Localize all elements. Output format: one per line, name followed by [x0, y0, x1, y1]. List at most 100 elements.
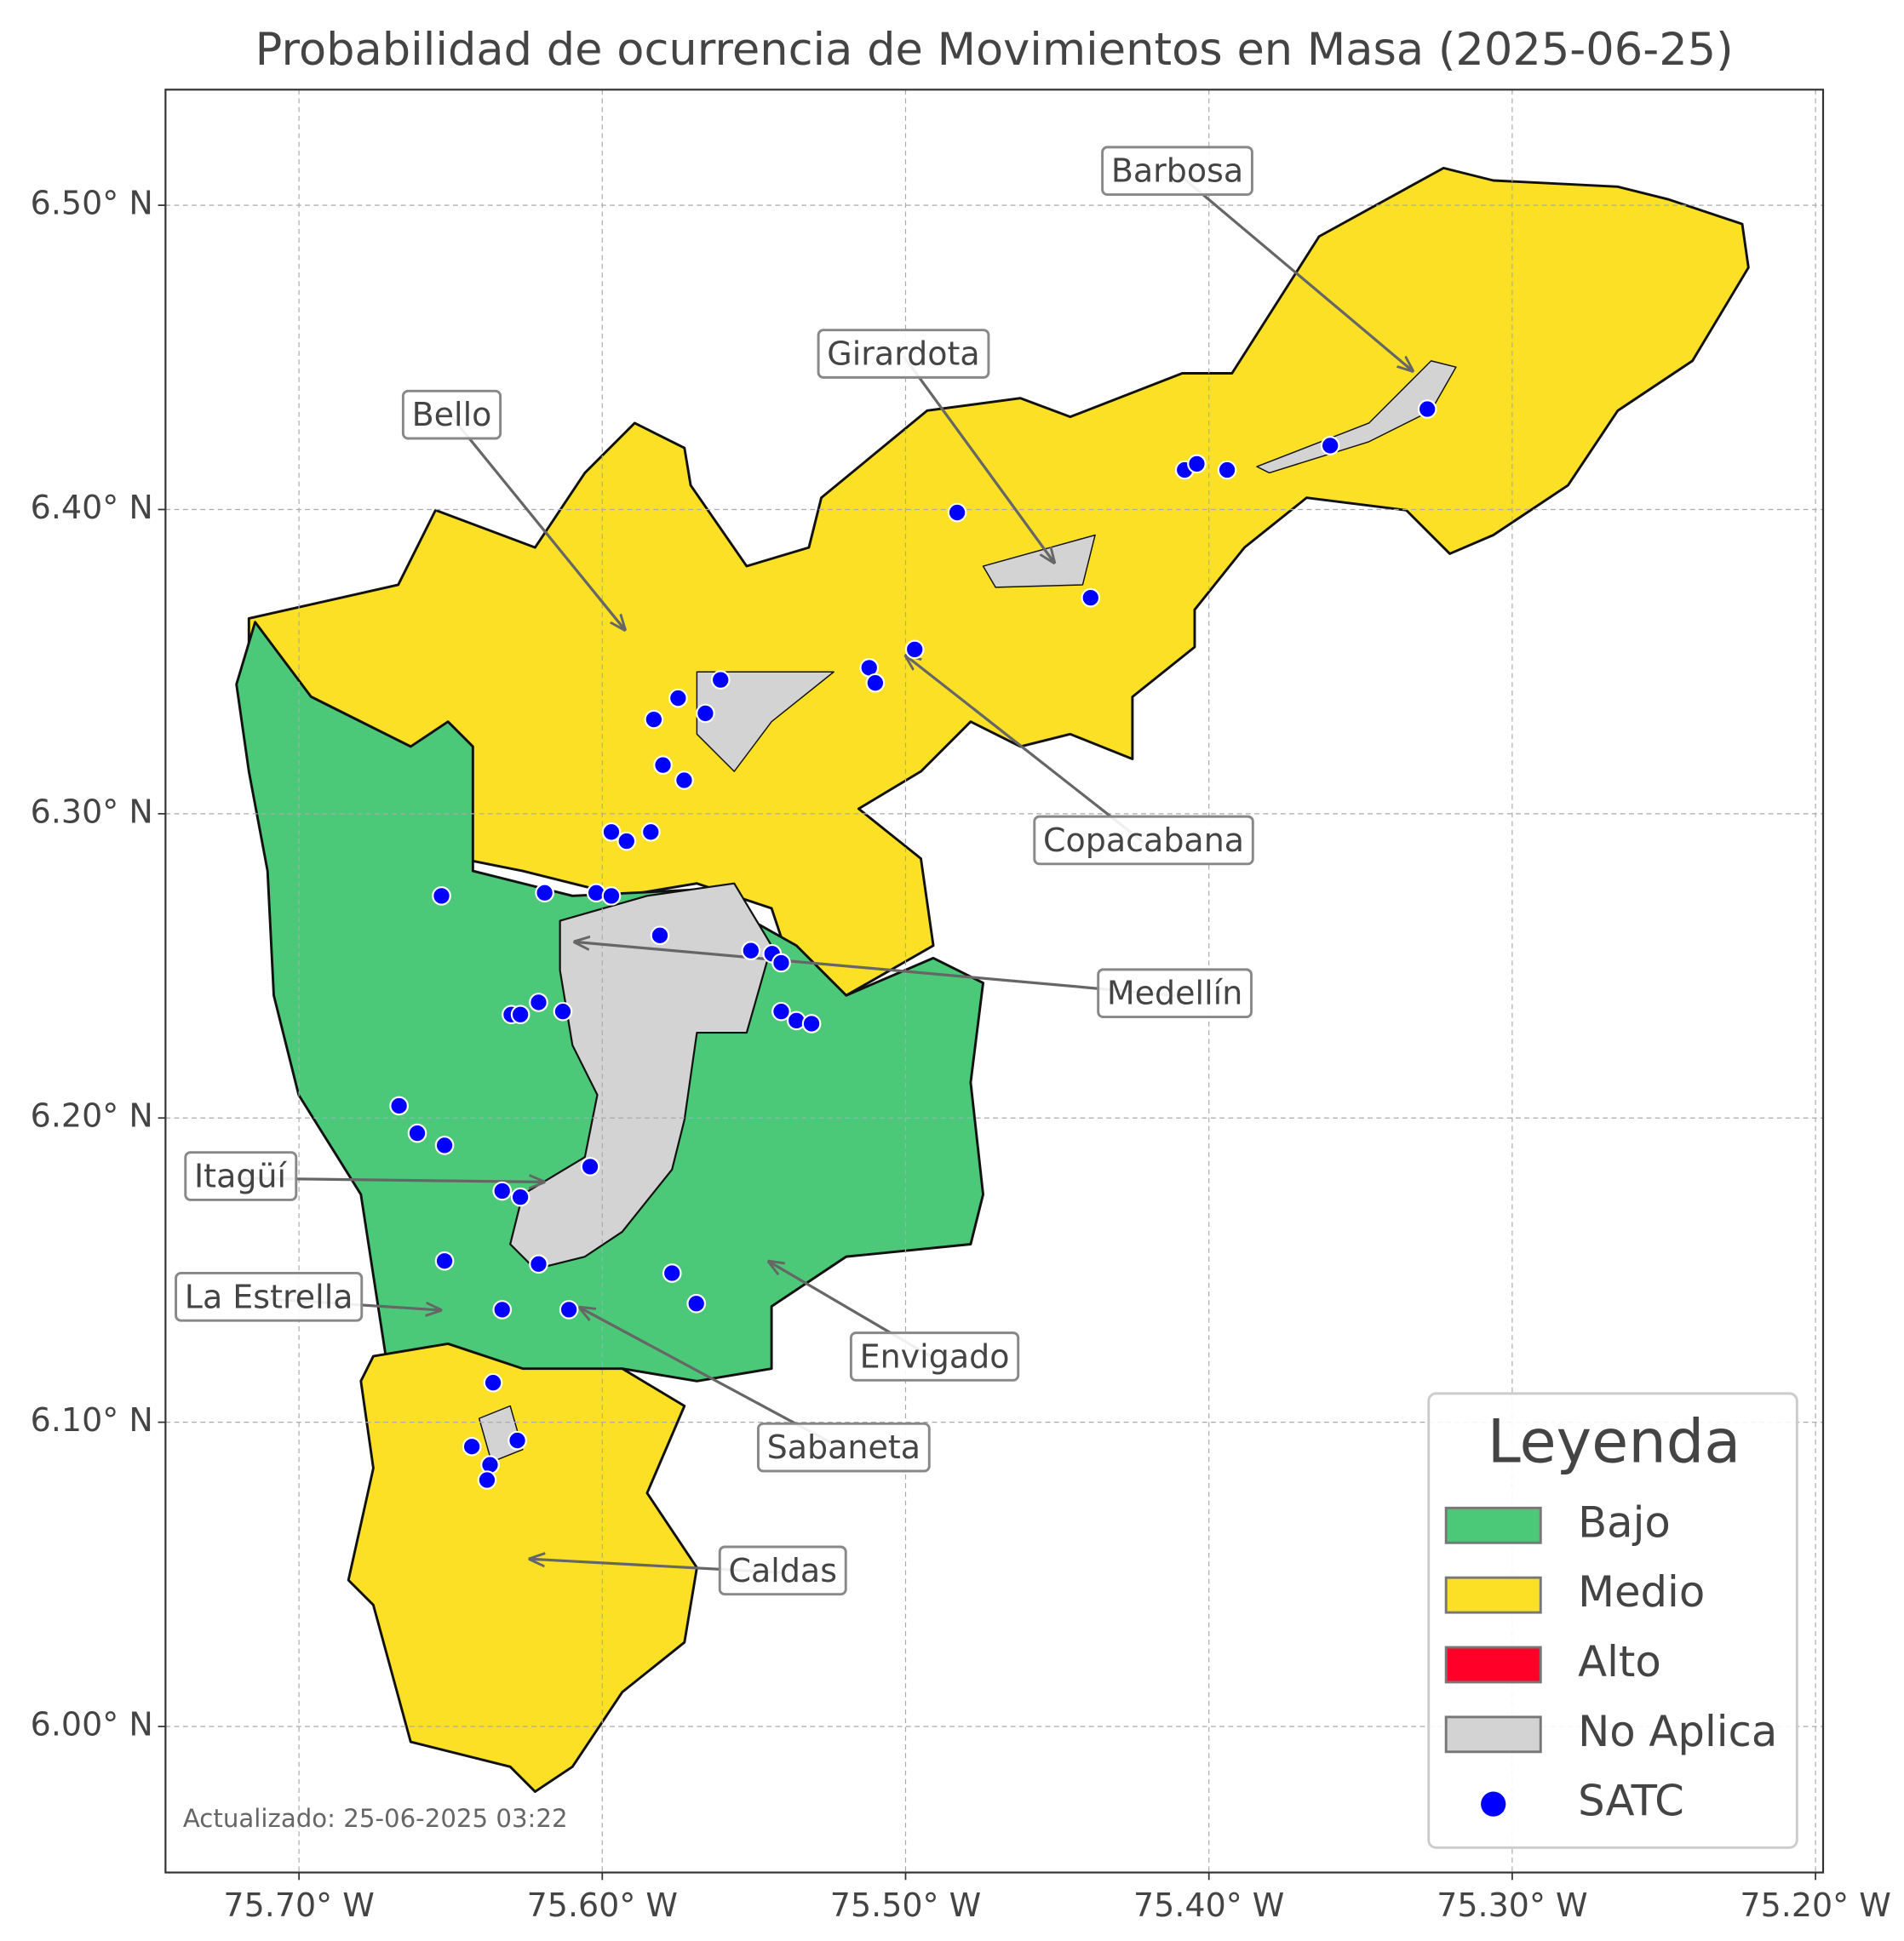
- satc-point: [434, 1251, 455, 1271]
- annotation-label: Girardota: [827, 335, 979, 373]
- annotation-box: [184, 1151, 298, 1201]
- annotation-box: [849, 1331, 1020, 1382]
- satc-point: [535, 883, 554, 903]
- x-tick-label: 75.60° W: [527, 1887, 678, 1924]
- legend-label: Medio: [1578, 1567, 1705, 1617]
- satc-point: [529, 993, 548, 1012]
- satc-point: [644, 709, 664, 730]
- y-tick-label: 6.10° N: [31, 1401, 153, 1439]
- satc-point: [492, 1181, 513, 1201]
- y-tick-label: 6.00° N: [31, 1706, 153, 1743]
- satc-point: [510, 1005, 530, 1025]
- annotation-label: Itagüí: [194, 1158, 288, 1195]
- satc-point: [1417, 399, 1437, 419]
- legend-swatch: [1444, 1715, 1542, 1754]
- satc-point: [771, 1001, 791, 1022]
- satc-point: [1217, 460, 1237, 480]
- satc-point: [640, 822, 661, 842]
- satc-point: [904, 639, 925, 660]
- annotation-arrow: [450, 415, 625, 630]
- annotation-label: Barbosa: [1111, 152, 1243, 190]
- annotation-label: Caldas: [728, 1552, 837, 1589]
- legend-swatch: [1444, 1576, 1542, 1614]
- satc-point: [389, 1096, 409, 1116]
- x-tick-label: 75.20° W: [1740, 1887, 1890, 1924]
- satc-point: [483, 1372, 503, 1393]
- annotation-box: [817, 329, 990, 379]
- satc-point: [407, 1123, 427, 1143]
- annotation-label: Envigado: [860, 1337, 1010, 1375]
- annotation-box: [718, 1545, 847, 1596]
- annotation-box: [1097, 968, 1253, 1019]
- satc-point: [771, 953, 791, 973]
- legend-swatch: [1444, 1646, 1542, 1684]
- legend-label: Bajo: [1578, 1497, 1671, 1547]
- y-tick-label: 6.50° N: [31, 185, 153, 222]
- satc-point: [662, 1263, 682, 1283]
- region-no-aplica-barbosa: [1256, 360, 1457, 474]
- region-no-aplica-bello: [696, 671, 834, 772]
- satc-point: [710, 670, 731, 690]
- legend-label: SATC: [1578, 1777, 1684, 1826]
- annotation-box: [1101, 146, 1253, 197]
- satc-point: [601, 886, 622, 906]
- satc-point: [653, 755, 673, 776]
- annotation-label: Sabaneta: [767, 1429, 920, 1466]
- annotation-label: La Estrella: [185, 1278, 353, 1315]
- satc-point: [865, 673, 886, 693]
- satc-point: [580, 1157, 600, 1177]
- satc-point: [686, 1293, 707, 1314]
- satc-point: [1187, 454, 1207, 474]
- annotation-label: Medellín: [1107, 975, 1242, 1012]
- legend-marker: [1481, 1791, 1506, 1817]
- annotations: Barbosa Girardota Bello Copacabana Medellín I…: [175, 146, 1413, 1596]
- annotation-box: [175, 1272, 364, 1322]
- annotation-arrow: [575, 942, 1175, 997]
- satc-point: [601, 822, 622, 842]
- y-tick-label: 6.30° N: [31, 793, 153, 830]
- satc-point: [674, 770, 694, 790]
- x-tick-label: 75.30° W: [1437, 1887, 1587, 1924]
- annotation-box: [756, 1422, 931, 1473]
- x-tick-label: 75.40° W: [1133, 1887, 1284, 1924]
- x-tick-label: 75.50° W: [830, 1887, 981, 1924]
- satc-point: [741, 941, 761, 961]
- x-tick-label: 75.70° W: [223, 1887, 374, 1924]
- legend-label: Alto: [1578, 1637, 1661, 1686]
- legend: Leyenda Bajo Medio Alto No Aplica SATC: [1427, 1392, 1798, 1849]
- satc-point: [947, 502, 967, 523]
- legend-swatch: [1444, 1506, 1542, 1544]
- satc-point: [529, 1254, 548, 1274]
- satc-point: [1320, 436, 1340, 455]
- region-no-aplica-girardota: [982, 534, 1096, 588]
- satc-point: [696, 703, 715, 724]
- plot-frame: [164, 89, 1825, 1874]
- chart-title: Probabilidad de ocurrencia de Movimiento…: [255, 24, 1734, 76]
- annotation-arrow: [906, 656, 1145, 844]
- points: [389, 399, 1437, 1490]
- satc-point: [1081, 587, 1101, 608]
- annotation-box: [401, 389, 502, 440]
- satc-point: [434, 1136, 455, 1155]
- satc-point: [462, 1436, 482, 1457]
- satc-point: [510, 1187, 530, 1207]
- regions: [235, 166, 1750, 1794]
- satc-point: [432, 886, 451, 906]
- satc-point: [668, 688, 688, 708]
- y-tick-label: 6.20° N: [31, 1097, 153, 1135]
- annotation-arrow: [1176, 171, 1413, 370]
- footnote: Actualizado: 25-06-2025 03:22: [183, 1804, 568, 1833]
- annotation-arrow: [902, 355, 1054, 563]
- legend-label: No Aplica: [1578, 1707, 1777, 1756]
- satc-point: [508, 1430, 527, 1451]
- satc-point: [477, 1470, 497, 1490]
- y-tick-label: 6.40° N: [31, 489, 153, 526]
- annotation-label: Copacabana: [1043, 822, 1244, 859]
- annotation-box: [1033, 815, 1254, 866]
- region-no-aplica-medellin: [509, 882, 773, 1270]
- satc-point: [650, 925, 670, 946]
- satc-point: [492, 1300, 513, 1320]
- satc-point: [553, 1001, 573, 1022]
- satc-point: [801, 1014, 822, 1033]
